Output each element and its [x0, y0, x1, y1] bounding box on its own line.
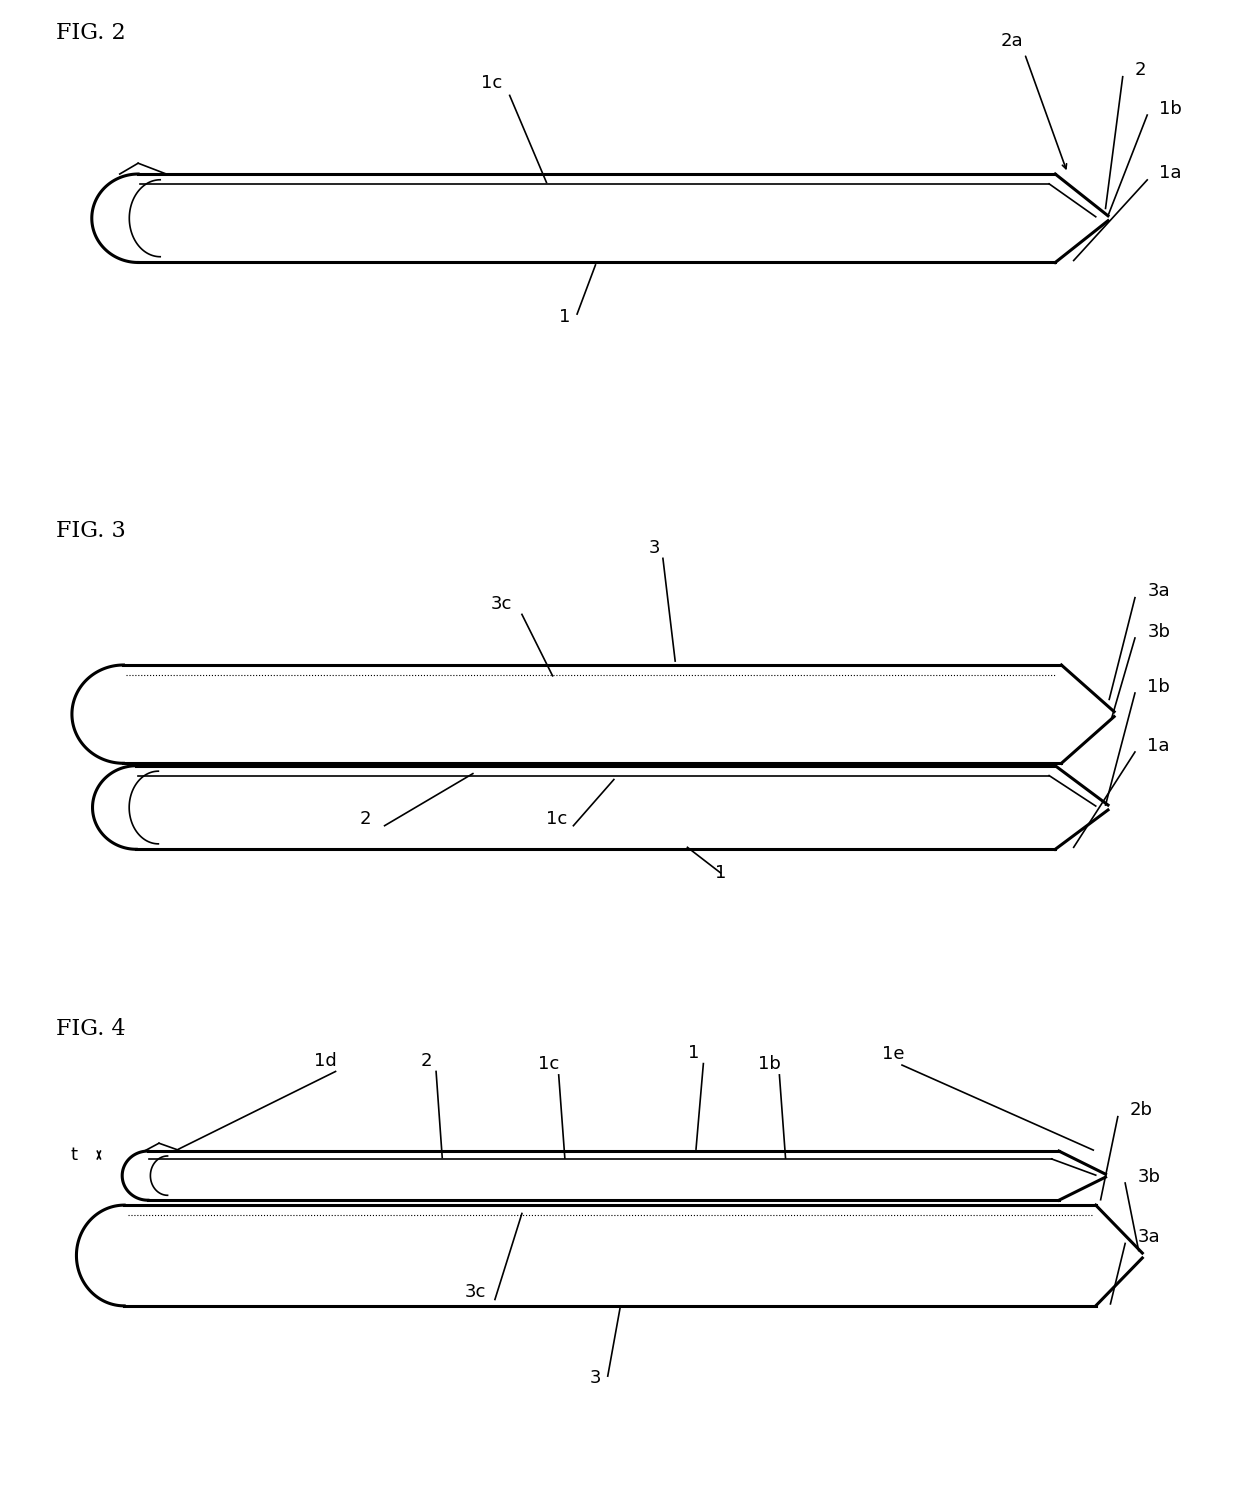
Text: 3: 3	[649, 539, 660, 557]
Text: 1d: 1d	[315, 1051, 337, 1069]
Text: 1a: 1a	[1159, 164, 1182, 182]
Text: 2a: 2a	[1001, 32, 1024, 50]
Text: 1b: 1b	[758, 1054, 781, 1072]
Text: 1b: 1b	[1147, 677, 1171, 695]
Text: 1: 1	[559, 308, 570, 326]
Text: 1c: 1c	[538, 1054, 559, 1072]
Text: 1: 1	[688, 1044, 699, 1062]
Text: 3a: 3a	[1147, 583, 1169, 601]
Text: 1b: 1b	[1159, 99, 1183, 117]
Text: 1: 1	[714, 864, 727, 882]
Text: 2: 2	[420, 1051, 432, 1069]
Text: 3b: 3b	[1137, 1167, 1161, 1185]
Text: t: t	[71, 1146, 78, 1164]
Text: FIG. 4: FIG. 4	[56, 1018, 125, 1041]
Text: 1c: 1c	[481, 74, 502, 92]
Text: 1a: 1a	[1147, 736, 1169, 754]
Text: 2: 2	[1135, 60, 1147, 78]
Text: 3: 3	[590, 1368, 601, 1386]
Text: 1e: 1e	[882, 1045, 905, 1063]
Text: FIG. 3: FIG. 3	[56, 520, 125, 542]
Text: 3c: 3c	[490, 595, 512, 613]
Text: 1c: 1c	[546, 810, 567, 828]
Text: 3b: 3b	[1147, 622, 1171, 640]
Text: FIG. 2: FIG. 2	[56, 21, 125, 44]
Text: 2b: 2b	[1130, 1101, 1153, 1119]
Text: 2: 2	[360, 810, 371, 828]
Text: 3a: 3a	[1137, 1229, 1161, 1247]
Text: 3c: 3c	[465, 1283, 486, 1301]
